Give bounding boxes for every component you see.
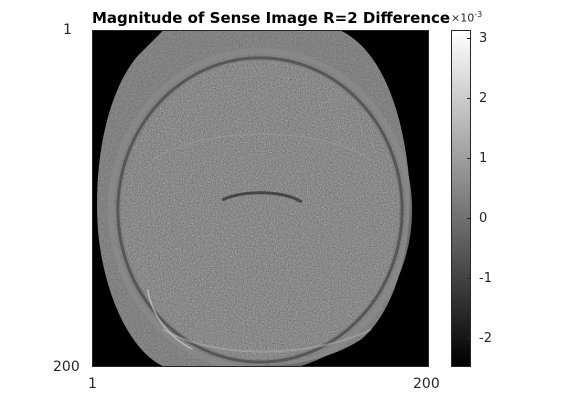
colorbar-exponent: ×10-3 — [451, 10, 482, 25]
colorbar-tickmark — [467, 278, 471, 279]
x-tick-right: 200 — [413, 376, 440, 392]
colorbar-tickmark — [467, 158, 471, 159]
colorbar-tick-label: 0 — [479, 211, 488, 226]
difference-image — [93, 31, 428, 366]
colorbar — [451, 30, 471, 367]
colorbar-tick-label: 2 — [479, 91, 488, 106]
colorbar-tickmark — [467, 98, 471, 99]
image-axes — [92, 30, 429, 367]
colorbar-tick-label: -1 — [479, 271, 492, 286]
colorbar-tickmark — [467, 338, 471, 339]
x-tick-left: 1 — [88, 376, 97, 392]
colorbar-exponent-base: ×10 — [451, 11, 475, 25]
colorbar-tickmark — [467, 38, 471, 39]
colorbar-tick-label: -2 — [479, 331, 492, 346]
colorbar-tick-label: 1 — [479, 151, 488, 166]
y-tick-top: 1 — [63, 22, 72, 38]
colorbar-exponent-power: -3 — [474, 10, 483, 19]
colorbar-tickmark — [467, 218, 471, 219]
colorbar-tick-label: 3 — [479, 31, 488, 46]
y-tick-bottom: 200 — [53, 359, 80, 375]
figure-title: Magnitude of Sense Image R=2 Difference — [92, 9, 451, 27]
